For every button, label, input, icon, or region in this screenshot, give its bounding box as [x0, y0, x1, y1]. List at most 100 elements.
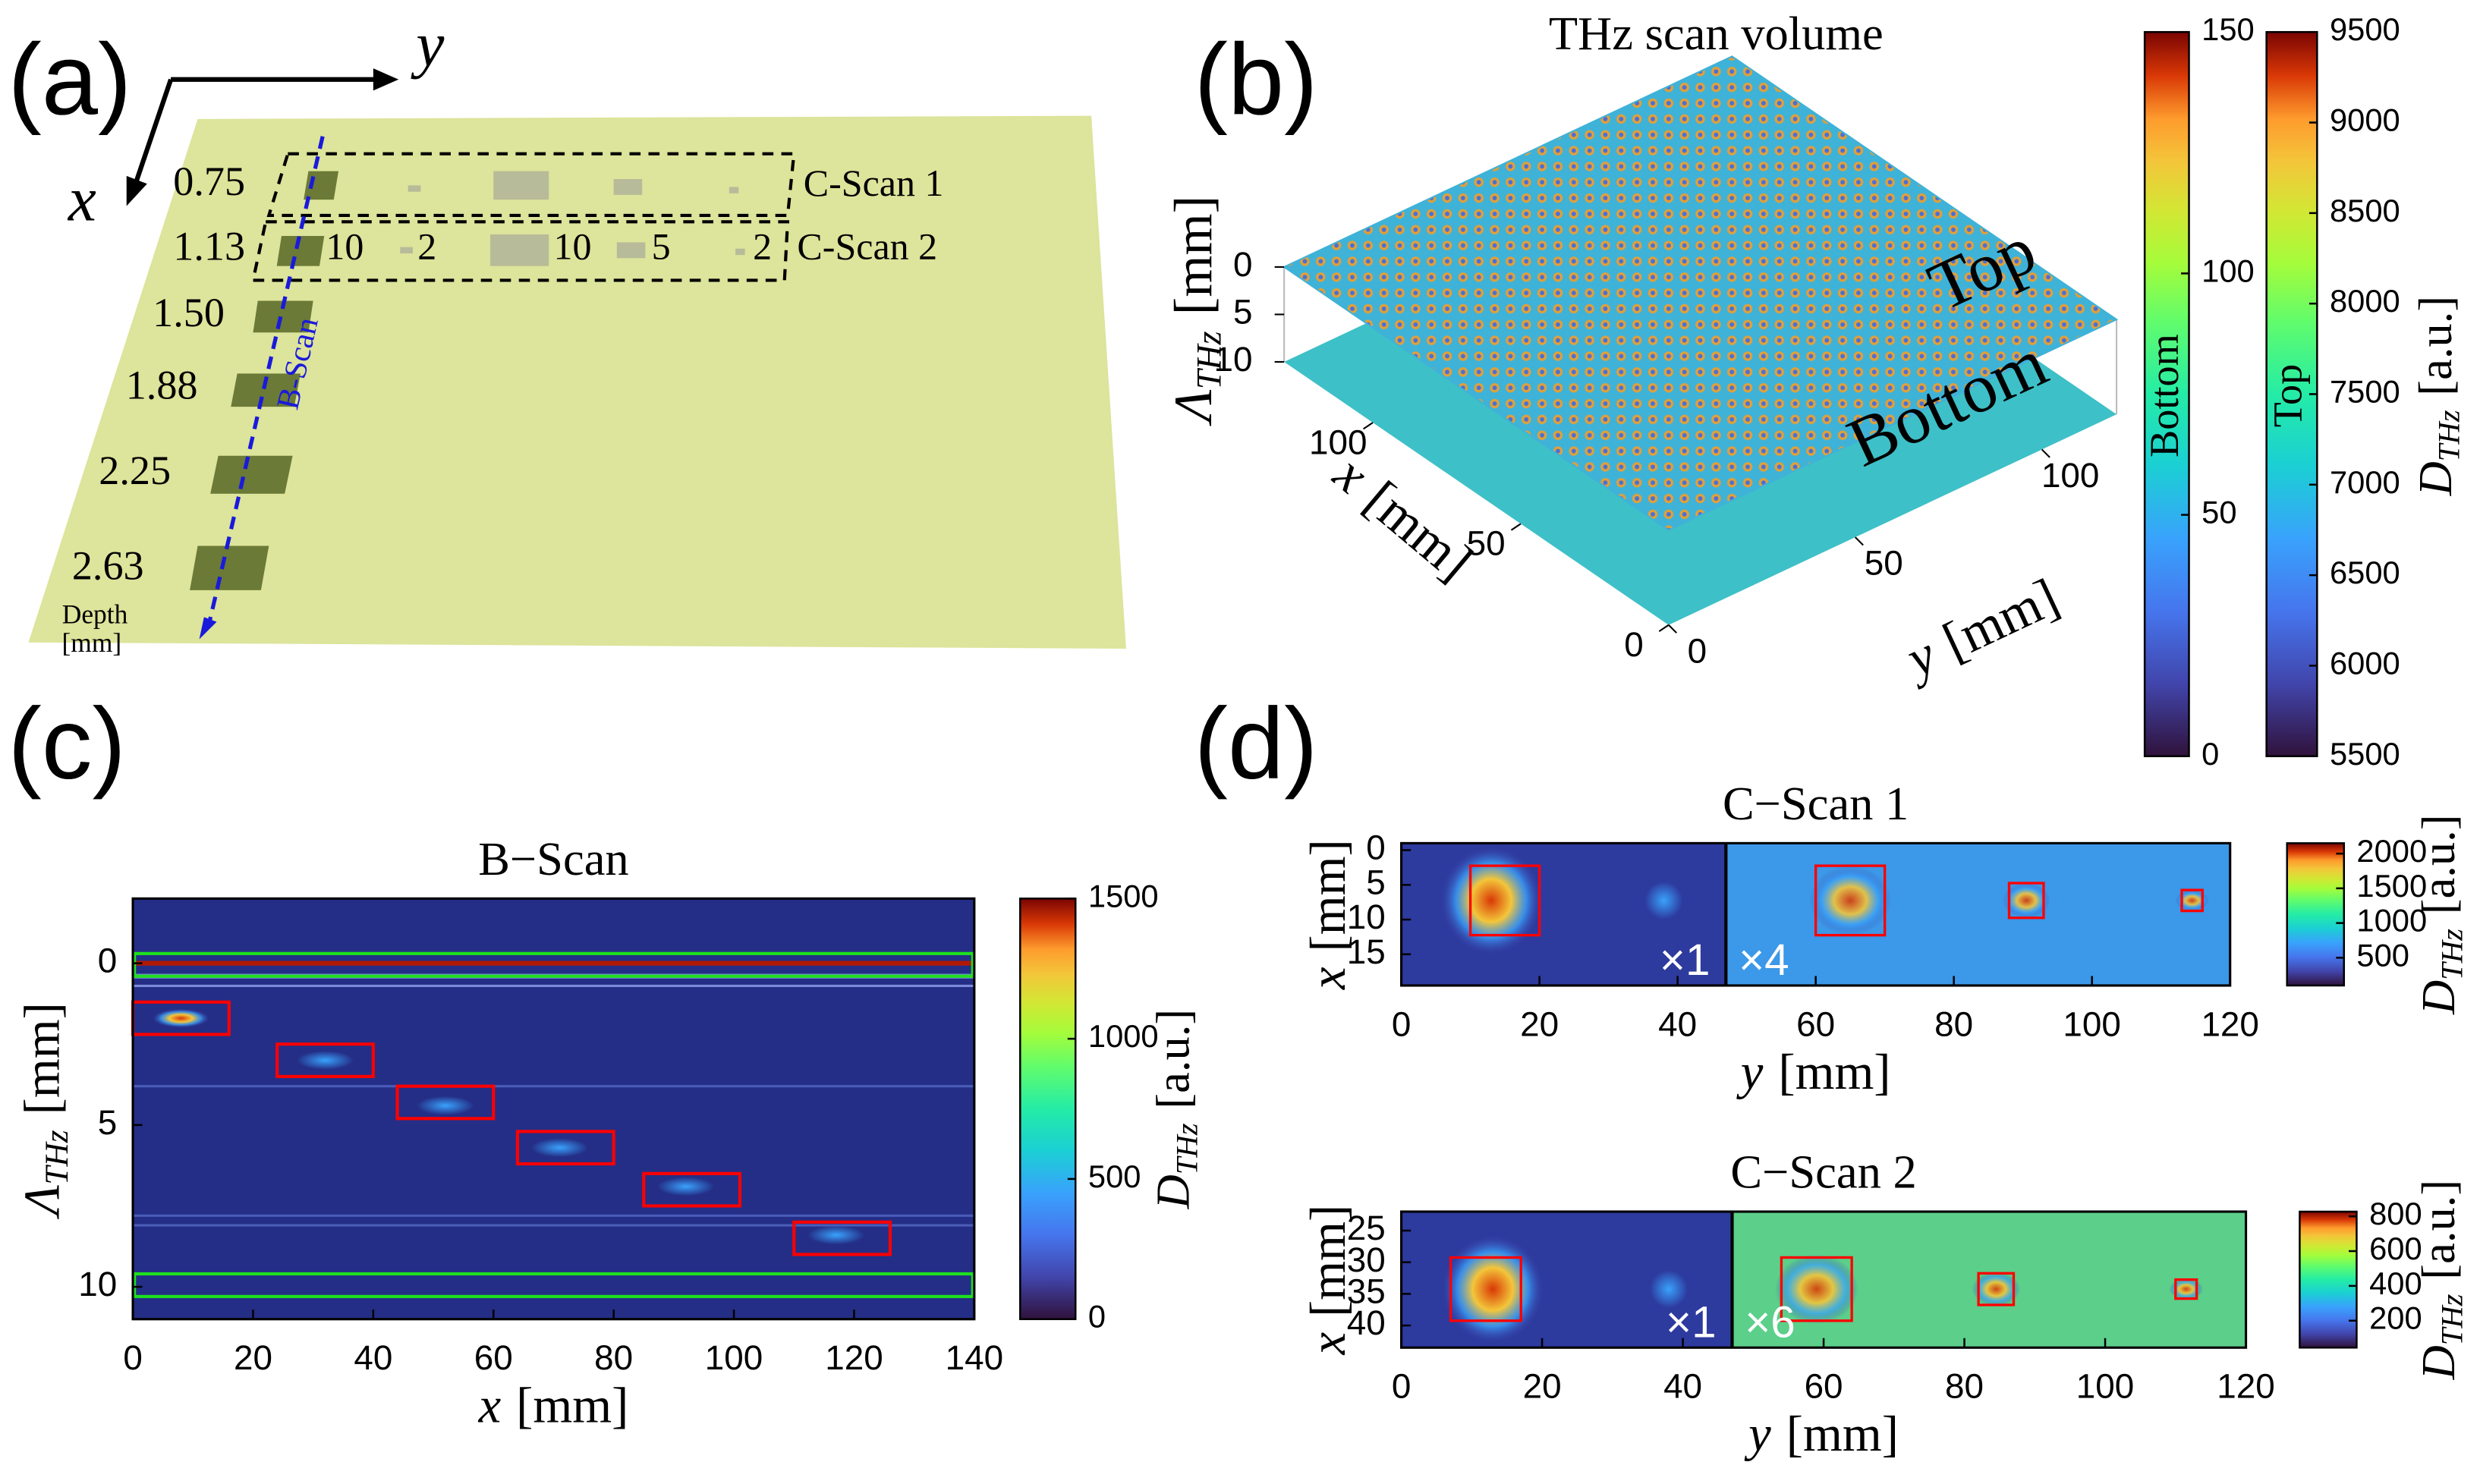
roi-box — [2174, 1278, 2198, 1300]
x-tick-label: 60 — [1796, 1004, 1835, 1043]
cscan-box — [266, 152, 796, 218]
colorbar-tick-label: 500 — [1088, 1159, 1141, 1194]
label-unit: [a.u.] — [2412, 814, 2465, 914]
axis-name: y — [411, 10, 445, 80]
heatmap-blob — [417, 1096, 474, 1115]
depth-label: 1.88 — [126, 363, 198, 408]
roi-box — [1780, 1256, 1853, 1322]
cscan-label: C-Scan 1 — [804, 162, 944, 204]
label-main: y — [1894, 625, 1945, 691]
label-unit: [mm] — [516, 1379, 628, 1434]
heatmap-blob — [807, 1225, 865, 1245]
label-unit: [mm] — [1301, 1205, 1356, 1317]
colorbar-title: DTHz [a.u.] — [2412, 1180, 2469, 1381]
depth-label: 2.25 — [99, 448, 171, 493]
colorbar-tick-label: 7000 — [2330, 464, 2400, 500]
x-tick — [1658, 624, 1670, 632]
defects — [190, 171, 339, 590]
axis-arrow — [134, 78, 174, 184]
label-unit: [a.u.] — [1147, 1009, 1200, 1109]
x-tick-label: 40 — [1663, 1366, 1702, 1406]
label-unit: [mm] — [1786, 1407, 1899, 1462]
heatmap-image — [133, 898, 974, 1319]
cscan-box — [250, 220, 790, 282]
heatmap-blob — [1775, 1254, 1858, 1324]
colorbar-tick-label: 2000 — [2356, 833, 2427, 869]
roi-box — [2007, 882, 2045, 920]
x-tick-label: 20 — [234, 1338, 272, 1377]
x-tick-label: 100 — [2063, 1004, 2120, 1043]
colorbar-title: DTHz [a.u.] — [2409, 296, 2466, 497]
colorbar-tick-label: 6500 — [2330, 555, 2400, 590]
colorbar-tick-label: 1000 — [2356, 903, 2427, 939]
heatmap-blob — [657, 1177, 715, 1196]
x-tick-label: 60 — [1805, 1366, 1843, 1406]
y-tick-label: 15 — [1347, 932, 1386, 971]
label-sub: THz — [1189, 331, 1228, 389]
roi-box — [515, 1130, 615, 1166]
annotation: ×1 — [1666, 1297, 1717, 1347]
x-tick-label: 40 — [354, 1338, 392, 1377]
y-axis-label: ΛTHz [mm] — [15, 1002, 75, 1220]
y-tick-label: 10 — [78, 1264, 117, 1303]
x-tick-label: 120 — [825, 1338, 883, 1377]
label-unit: [mm] — [1354, 470, 1484, 593]
roi-box — [1468, 864, 1541, 937]
heatmap-blob — [2003, 882, 2050, 918]
heatmap-blob — [1440, 847, 1542, 954]
colorbar-title: DTHz [a.u.] — [1147, 1009, 1204, 1210]
depth-label: 1.50 — [153, 290, 225, 335]
x-tick-label: 20 — [1520, 1004, 1559, 1043]
chart-title: THz scan volume — [1549, 7, 1884, 60]
label-main: x — [478, 1379, 502, 1434]
x-axis-label: x [mm] — [478, 1379, 629, 1434]
x-tick — [1362, 422, 1374, 430]
label-main: Λ — [15, 1185, 71, 1220]
colorbar — [2286, 842, 2346, 987]
size-label: 2 — [753, 225, 772, 267]
depth-title: Depth — [62, 599, 128, 629]
cscan-label: C-Scan 2 — [797, 225, 937, 267]
colorbar-tick-label: 200 — [2369, 1300, 2422, 1336]
colorbar-tick-label: 400 — [2369, 1265, 2422, 1301]
y-tick-label: 5 — [98, 1102, 118, 1142]
depth-label: 0.75 — [173, 159, 245, 204]
colorbar-tick-label: 600 — [2369, 1231, 2422, 1266]
colorbar — [1019, 898, 1077, 1320]
heatmap-blob — [1442, 1235, 1544, 1343]
label-main: D — [1147, 1174, 1200, 1209]
x-tick-label: 60 — [474, 1338, 513, 1377]
y-axis-label: x [mm] — [1301, 1205, 1356, 1356]
colorbar — [2299, 1210, 2358, 1349]
z-tick-label: 10 — [1213, 339, 1252, 379]
x-axis-label: y [mm] — [1744, 1407, 1899, 1462]
colorbar-tick-label: 500 — [2356, 937, 2409, 973]
colorbar-tick-label: 1000 — [1088, 1018, 1159, 1054]
annotation: ×1 — [1660, 935, 1711, 985]
x-tick-label: 100 — [2076, 1366, 2135, 1406]
y-tick-label: 0 — [1688, 630, 1707, 670]
y-tick-label: 0 — [1366, 828, 1385, 867]
y-tick-label: 10 — [1347, 897, 1386, 936]
label-unit: [mm] — [15, 1002, 71, 1115]
colorbar-tick-label: 1500 — [2356, 868, 2427, 904]
z-tick-label: 0 — [1233, 244, 1253, 284]
depth-label: 1.13 — [173, 223, 245, 269]
y-tick — [1855, 536, 1864, 546]
roi-box — [2180, 888, 2204, 913]
heatmap-image — [1726, 843, 2230, 986]
y-tick-label: 0 — [98, 941, 118, 980]
colorbar-tick-label: 800 — [2369, 1196, 2422, 1231]
size-label: 10 — [326, 225, 364, 267]
colorbar — [2265, 30, 2318, 758]
roi-box — [1449, 1256, 1522, 1322]
roi-box — [1814, 864, 1887, 937]
colorbar — [2143, 30, 2190, 758]
top-layer — [1282, 55, 2119, 531]
z-tick-label: 5 — [1233, 292, 1253, 332]
x-tick-label: 0 — [1392, 1004, 1411, 1043]
label-main: Λ — [1164, 389, 1223, 426]
colorbar-tick-label: 5500 — [2330, 736, 2400, 772]
colorbar-tick-label: 9500 — [2330, 11, 2400, 47]
